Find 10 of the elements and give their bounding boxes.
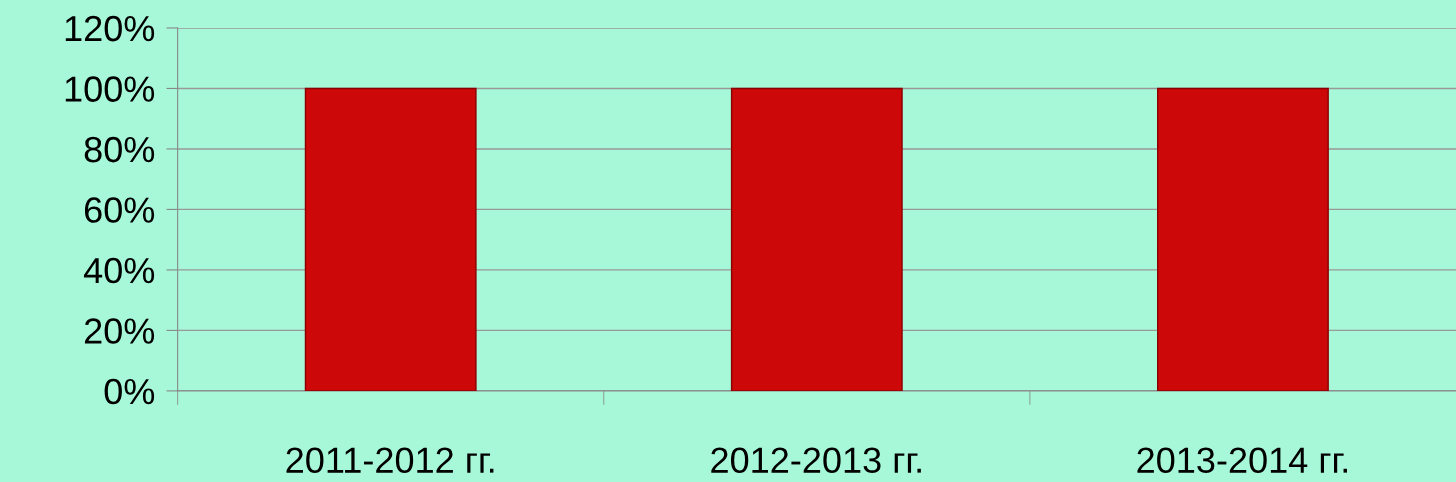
y-tick-label: 80%	[84, 136, 155, 163]
y-tick-label: 100%	[65, 76, 155, 102]
y-tick-label: 40%	[83, 257, 155, 284]
x-tick-label: 2013-2014 гг.	[1137, 447, 1347, 473]
y-tick-label: 60%	[84, 197, 155, 223]
x-tick-label: 2011-2012 гг.	[286, 447, 494, 473]
y-tick-label: 20%	[84, 318, 155, 344]
y-tick-label: 0%	[104, 378, 155, 405]
y-tick-label: 120%	[65, 15, 155, 42]
x-tick-label: 2012-2013 гг.	[711, 447, 921, 473]
